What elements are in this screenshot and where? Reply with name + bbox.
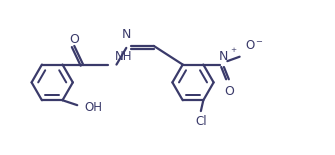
Text: OH: OH [84,101,102,114]
Text: O: O [69,33,79,46]
Text: Cl: Cl [195,115,207,128]
Text: N: N [122,28,131,41]
Text: $^+$: $^+$ [229,47,238,57]
Text: O$^-$: O$^-$ [245,39,264,52]
Text: N: N [219,50,228,63]
Text: NH: NH [115,50,132,63]
Text: O: O [224,85,234,98]
